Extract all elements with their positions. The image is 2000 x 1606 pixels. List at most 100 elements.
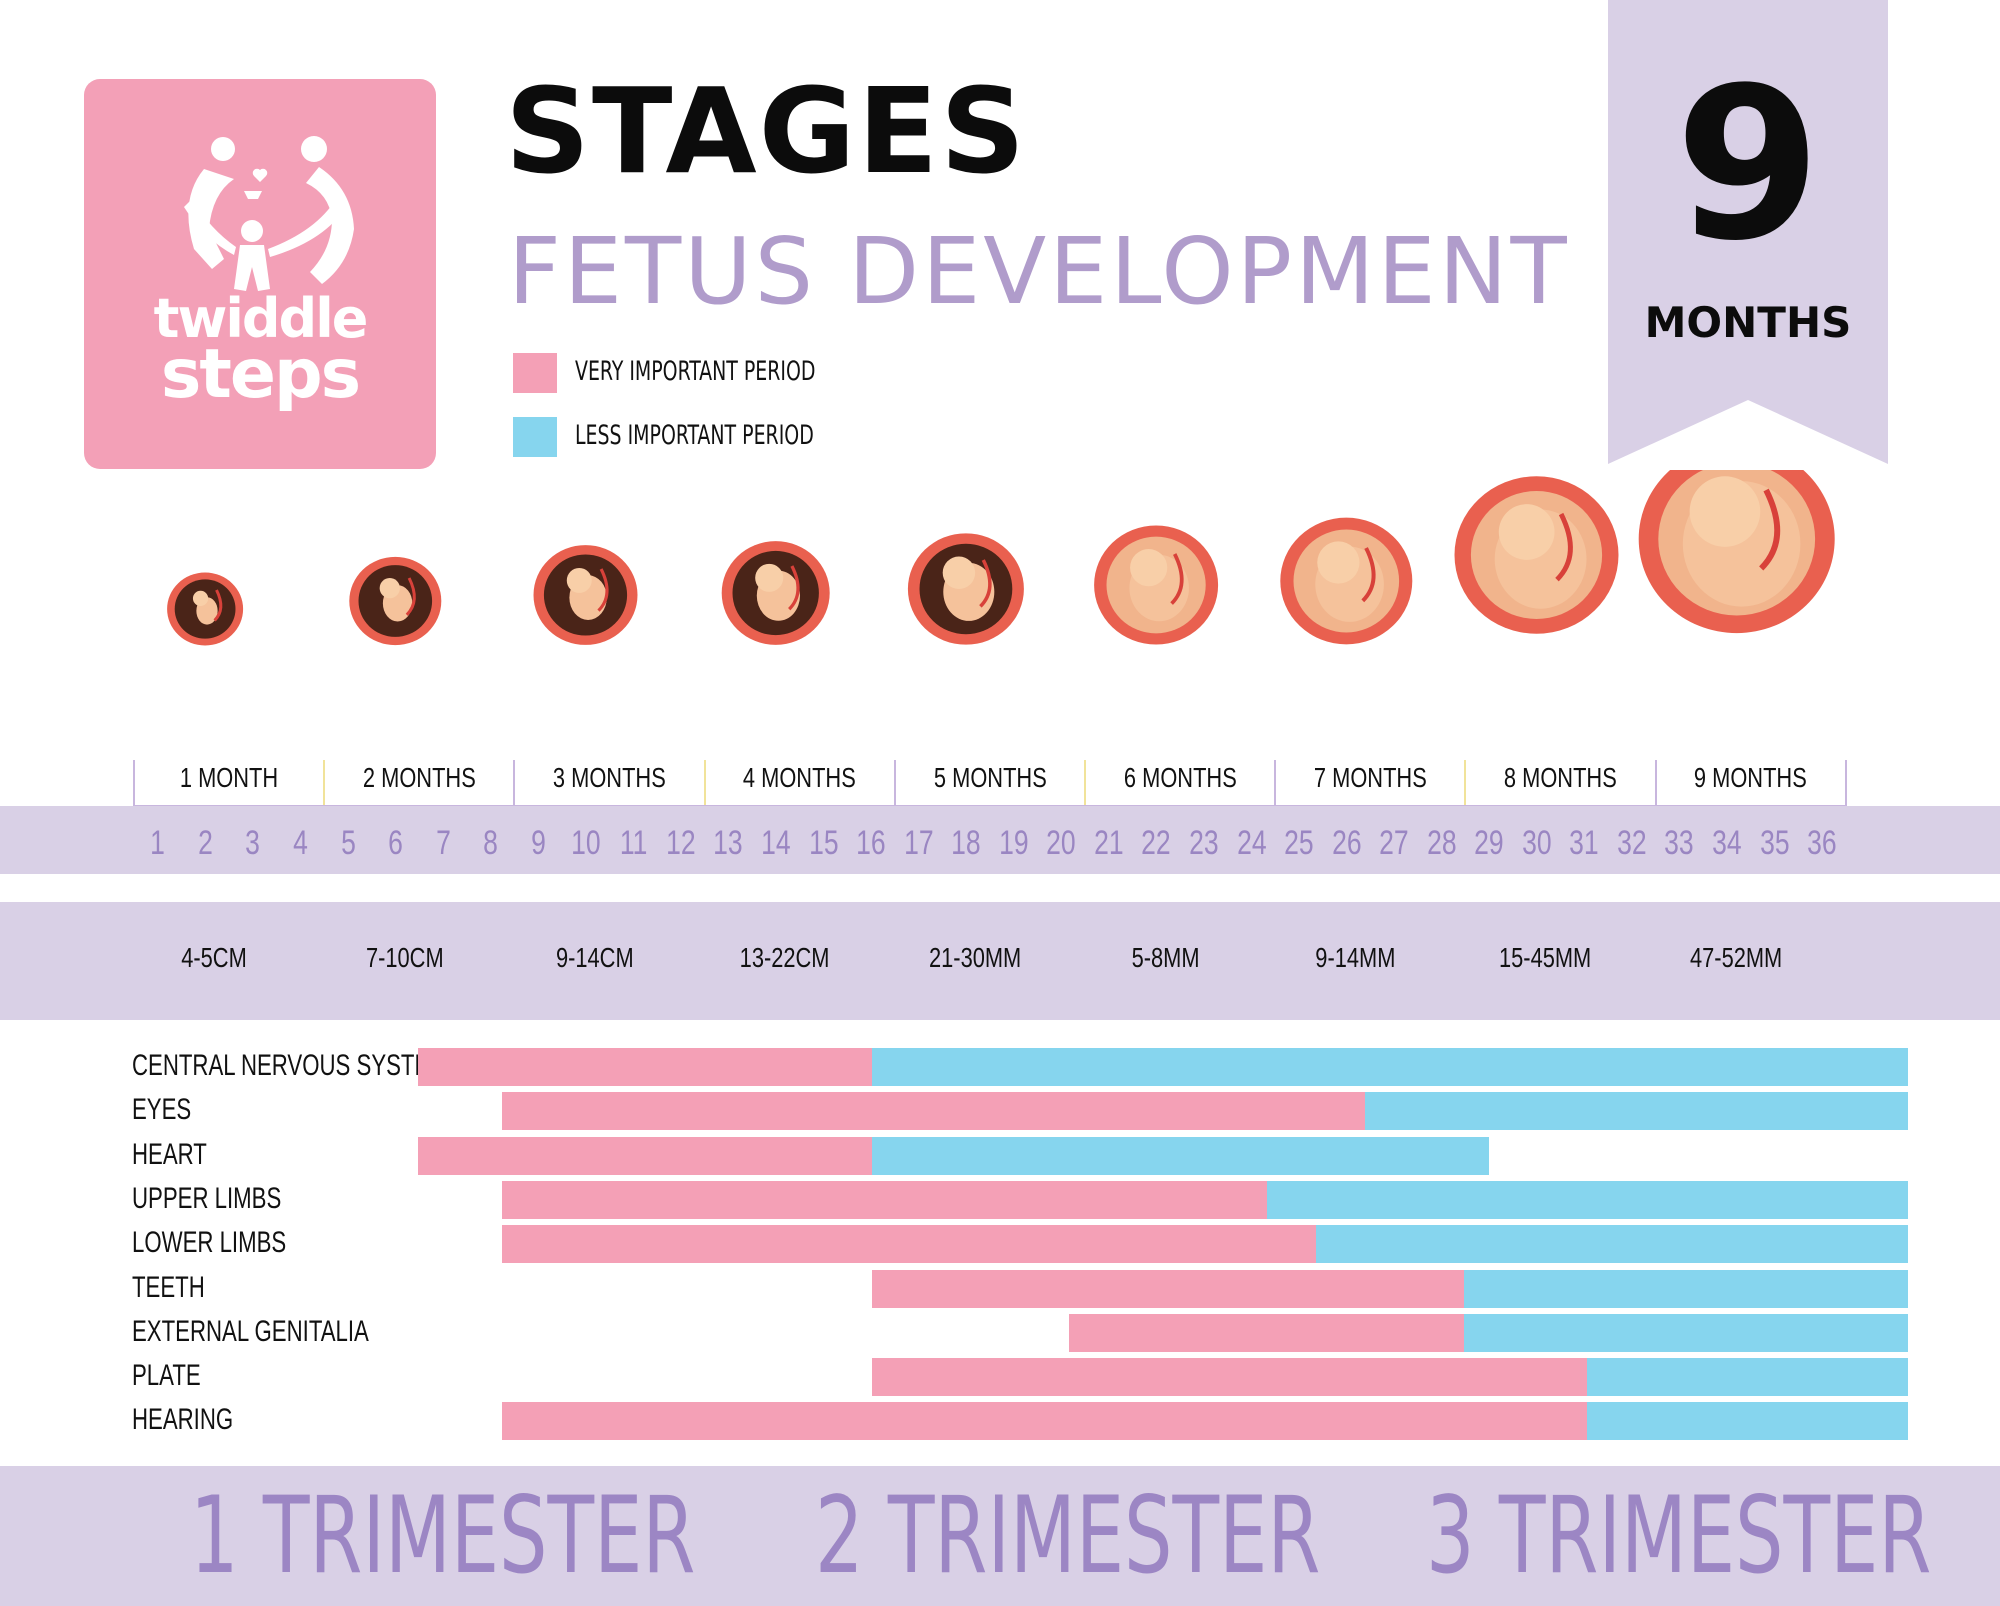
month-label: 6 MONTHS — [1085, 762, 1275, 802]
week-number: 31 — [1562, 824, 1606, 863]
bar-less-important — [1464, 1269, 1908, 1308]
month-separator — [1274, 760, 1277, 806]
bar-very-important — [502, 1402, 1588, 1441]
organ-label: UPPER LIMBS — [132, 1181, 282, 1215]
size-label: 9-14CM — [505, 942, 685, 974]
organ-label: EYES — [132, 1093, 192, 1127]
size-label: 13-22CM — [695, 942, 875, 974]
fetus-icon — [1638, 470, 1835, 634]
size-label: 21-30MM — [885, 942, 1065, 974]
month-separator — [323, 760, 326, 806]
fetus-icon — [1454, 476, 1619, 634]
week-number-text: 13 — [713, 824, 744, 862]
bar-less-important — [1587, 1402, 1908, 1441]
week-number-text: 36 — [1807, 824, 1837, 862]
page-title: STAGES — [505, 62, 1028, 200]
week-number-text: 11 — [619, 824, 648, 862]
fetus-icon — [1280, 517, 1413, 645]
month-label-text: 6 MONTHS — [1123, 762, 1237, 793]
weeks-band — [0, 806, 2000, 874]
fetus-icon — [907, 533, 1024, 645]
month-label: 7 MONTHS — [1275, 762, 1465, 802]
logo: twiddle steps — [84, 79, 436, 469]
fetus-icon — [721, 541, 830, 645]
ribbon-number: 9 — [1674, 42, 1822, 287]
week-number-text: 29 — [1474, 824, 1504, 862]
month-label-text: 8 MONTHS — [1504, 762, 1617, 793]
trimester-label-3: 3 TRIMESTER — [1426, 1474, 1932, 1597]
week-number-text: 19 — [998, 824, 1029, 862]
ribbon-label: MONTHS — [1644, 298, 1852, 347]
month-label-text: 1 MONTH — [179, 762, 279, 793]
week-number: 29 — [1467, 824, 1511, 863]
week-number: 2 — [183, 824, 227, 863]
week-number-text: 21 — [1094, 824, 1124, 862]
week-number-text: 20 — [1046, 824, 1076, 862]
week-number: 20 — [1039, 824, 1083, 863]
week-number: 9 — [516, 824, 560, 863]
month-label-text: 2 MONTHS — [362, 762, 476, 793]
size-label-text: 9-14CM — [555, 942, 634, 973]
week-number: 35 — [1752, 824, 1796, 863]
bar-very-important — [872, 1269, 1464, 1308]
organ-label: TEETH — [132, 1270, 205, 1304]
week-number-text: 27 — [1379, 824, 1409, 862]
week-number-text: 10 — [570, 824, 601, 862]
week-number: 36 — [1800, 824, 1844, 863]
week-number: 3 — [231, 824, 275, 863]
bar-less-important — [1365, 1092, 1908, 1131]
week-number: 15 — [801, 824, 845, 863]
organ-label: PLATE — [132, 1359, 201, 1393]
size-label-text: 4-5CM — [181, 942, 247, 973]
week-number-text: 15 — [808, 824, 839, 862]
week-number-text: 9 — [530, 824, 546, 862]
week-number: 17 — [897, 824, 941, 863]
organ-label: CENTRAL NERVOUS SYSTEM — [132, 1049, 448, 1082]
week-number: 24 — [1229, 824, 1273, 863]
bar-less-important — [1266, 1180, 1908, 1219]
fetus-icon — [349, 556, 442, 646]
month-label: 5 MONTHS — [895, 762, 1085, 802]
family-icon — [184, 136, 354, 291]
month-separator — [1654, 760, 1657, 806]
week-number-text: 17 — [903, 824, 934, 862]
week-number-text: 22 — [1141, 824, 1172, 862]
week-number-text: 1 — [150, 824, 166, 862]
size-label-text: 21-30MM — [928, 942, 1022, 973]
week-number-text: 2 — [197, 824, 213, 862]
week-number-text: 8 — [483, 824, 498, 862]
bar-very-important — [502, 1225, 1316, 1264]
legend-swatch-very-important — [513, 353, 557, 393]
week-number-text: 28 — [1426, 824, 1457, 862]
week-number: 7 — [421, 824, 465, 863]
months-ribbon — [1608, 0, 1888, 464]
organ-label: HEARING — [132, 1403, 234, 1437]
week-number: 34 — [1705, 824, 1749, 863]
bar-very-important — [1069, 1313, 1464, 1352]
month-separator — [703, 760, 706, 806]
week-number: 18 — [944, 824, 988, 863]
bar-less-important — [872, 1136, 1489, 1175]
size-label-text: 9-14MM — [1315, 942, 1396, 973]
bar-very-important — [502, 1092, 1366, 1131]
week-number: 14 — [754, 824, 798, 863]
page-subtitle: FETUS DEVELOPMENT — [508, 218, 1570, 325]
week-number: 21 — [1087, 824, 1131, 863]
week-number-text: 25 — [1284, 824, 1314, 862]
size-label-text: 13-22CM — [739, 942, 830, 973]
legend-swatch-less-important — [513, 417, 557, 457]
legend-label-very-important: VERY IMPORTANT PERIOD — [575, 356, 816, 387]
size-label: 5-8MM — [1075, 942, 1255, 974]
fetus-icon — [1094, 525, 1219, 645]
week-number-text: 32 — [1617, 824, 1647, 862]
bar-very-important — [872, 1358, 1588, 1397]
week-number: 5 — [326, 824, 370, 863]
trimester-label-1: 1 TRIMESTER — [190, 1474, 696, 1597]
bar-very-important — [418, 1048, 872, 1086]
bar-very-important — [502, 1180, 1267, 1219]
bar-less-important — [1316, 1225, 1908, 1264]
week-number: 13 — [706, 824, 750, 863]
trimester-band — [0, 1466, 2000, 1606]
week-number: 25 — [1277, 824, 1321, 863]
bar-very-important — [418, 1136, 872, 1175]
